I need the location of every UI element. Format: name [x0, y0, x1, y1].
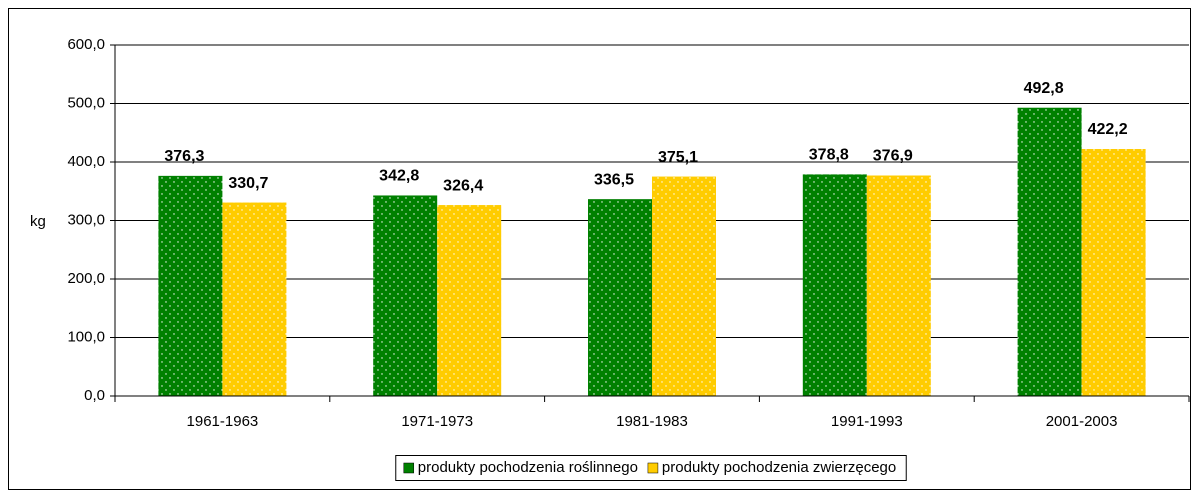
value-label: 342,8 [379, 168, 419, 185]
x-tick-label: 1971-1973 [401, 413, 473, 430]
bar [802, 174, 867, 396]
bar [1017, 107, 1082, 396]
x-tick-label: 1991-1993 [831, 413, 903, 430]
legend: produkty pochodzenia roślinnego produkty … [395, 455, 907, 481]
y-tick-label: 0,0 [84, 387, 105, 404]
value-label: 326,4 [443, 177, 483, 194]
x-tick-label: 2001-2003 [1046, 413, 1118, 430]
bar [437, 205, 502, 396]
bar [866, 175, 931, 396]
value-label: 376,3 [164, 148, 204, 165]
value-label: 376,9 [873, 148, 913, 165]
value-label: 422,2 [1088, 121, 1128, 138]
bar [1081, 149, 1146, 396]
bar [588, 199, 652, 396]
y-tick-label: 400,0 [67, 153, 105, 170]
y-tick-label: 200,0 [67, 270, 105, 287]
value-label: 336,5 [594, 171, 634, 188]
x-tick-label: 1961-1963 [187, 413, 259, 430]
y-tick-label: 600,0 [67, 36, 105, 53]
legend-swatch [403, 462, 415, 474]
legend-label: produkty pochodzenia zwierzęcego [662, 459, 896, 476]
y-tick-label: 300,0 [67, 211, 105, 228]
bar [158, 175, 223, 396]
legend-swatch [647, 462, 659, 474]
legend-box [395, 455, 907, 481]
bar [373, 195, 438, 396]
x-tick-label: 1981-1983 [616, 413, 688, 430]
value-label: 378,8 [809, 147, 849, 164]
value-label: 330,7 [228, 175, 268, 192]
bar [222, 202, 287, 396]
y-axis-label: kg [30, 213, 46, 230]
value-label: 375,1 [658, 149, 698, 166]
legend-label: produkty pochodzenia roślinnego [418, 459, 638, 476]
bar [652, 176, 716, 396]
y-tick-label: 500,0 [67, 94, 105, 111]
value-label: 492,8 [1024, 80, 1064, 97]
y-tick-label: 100,0 [67, 328, 105, 345]
